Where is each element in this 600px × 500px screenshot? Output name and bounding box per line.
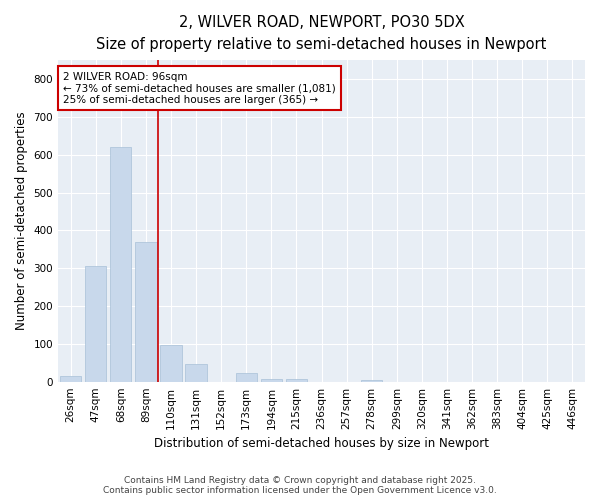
Bar [60, 376, 81, 382]
Bar [236, 374, 257, 382]
Bar [135, 242, 157, 382]
X-axis label: Distribution of semi-detached houses by size in Newport: Distribution of semi-detached houses by … [154, 437, 489, 450]
Bar [110, 148, 131, 382]
Text: 2 WILVER ROAD: 96sqm
← 73% of semi-detached houses are smaller (1,081)
25% of se: 2 WILVER ROAD: 96sqm ← 73% of semi-detac… [64, 72, 336, 105]
Bar [260, 378, 282, 382]
Bar [361, 380, 382, 382]
Bar [85, 266, 106, 382]
Bar [286, 378, 307, 382]
Title: 2, WILVER ROAD, NEWPORT, PO30 5DX
Size of property relative to semi-detached hou: 2, WILVER ROAD, NEWPORT, PO30 5DX Size o… [97, 15, 547, 52]
Y-axis label: Number of semi-detached properties: Number of semi-detached properties [15, 112, 28, 330]
Bar [160, 345, 182, 382]
Text: Contains HM Land Registry data © Crown copyright and database right 2025.
Contai: Contains HM Land Registry data © Crown c… [103, 476, 497, 495]
Bar [185, 364, 207, 382]
